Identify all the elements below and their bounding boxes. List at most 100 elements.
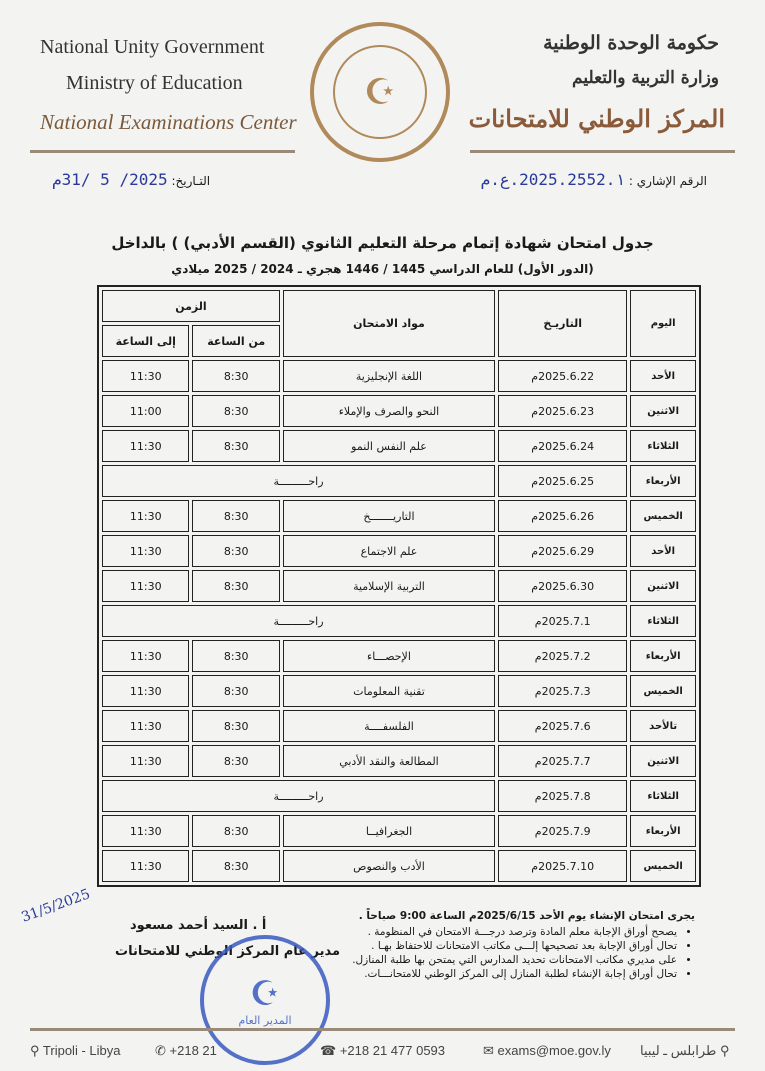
header-ar-center: المركز الوطني للامتحانات: [468, 104, 725, 133]
table-row: الأربعاء 2025.6.25م راحـــــــــة: [102, 465, 696, 497]
cell-date: 2025.6.29م: [498, 535, 628, 567]
cell-subject: النحو والصرف والإملاء: [282, 395, 496, 427]
header-time: الزمن: [102, 290, 280, 322]
footer-location-en: ⚲ Tripoli - Libya: [30, 1043, 120, 1059]
header-ar-ministry: وزارة التربية والتعليم: [572, 68, 719, 88]
notes: يجرى امتحان الإنشاء يوم الأحد 2025/6/15م…: [265, 910, 695, 982]
official-stamp: ☪ المدير العام: [200, 935, 330, 1065]
cell-date: 2025.6.26م: [498, 500, 628, 532]
cell-from: 8:30: [192, 850, 280, 882]
cell-date: 2025.7.6م: [498, 710, 628, 742]
phone-number: +218 21: [169, 1043, 217, 1058]
cell-subject: تقنية المعلومات: [282, 675, 496, 707]
cell-subject: الفلسفــــة: [282, 710, 496, 742]
cell-date: 2025.7.2م: [498, 640, 628, 672]
cell-day: الأربعاء: [630, 815, 696, 847]
cell-day: الثلاثاء: [630, 430, 696, 462]
header-ar-government: حكومة الوحدة الوطنية: [543, 32, 719, 54]
footer-divider: [30, 1028, 735, 1031]
cell-to: 11:00: [102, 395, 190, 427]
cell-subject: اللغة الإنجليزية: [282, 360, 496, 392]
notes-intro: يجرى امتحان الإنشاء يوم الأحد 2025/6/15م…: [358, 910, 695, 922]
header-subject: مواد الامتحان: [282, 290, 496, 357]
cell-subject: علم الاجتماع: [282, 535, 496, 567]
cell-from: 8:30: [192, 500, 280, 532]
note-item: تحال أوراق إجابة الإنشاء لطلبة المنازل إ…: [265, 968, 677, 980]
city-ar: طرابلس ـ ليبيا: [640, 1043, 717, 1058]
cell-to: 11:30: [102, 675, 190, 707]
signatory-name: أ . السيد أحمد مسعود: [130, 918, 267, 933]
cell-to: 11:30: [102, 430, 190, 462]
mail-icon: ✉: [483, 1043, 494, 1058]
stamp-text: المدير العام: [238, 1013, 292, 1027]
table-row: الخميس 2025.6.26م التاريـــــــخ 8:30 11:30: [102, 500, 696, 532]
email-address[interactable]: exams@moe.gov.ly: [497, 1043, 611, 1058]
table-row: الثلاثاء 2025.7.1م راحـــــــــة: [102, 605, 696, 637]
cell-to: 11:30: [102, 710, 190, 742]
cell-from: 8:30: [192, 710, 280, 742]
page-title: جدول امتحان شهادة إتمام مرحلة التعليم ال…: [111, 234, 654, 252]
cell-day: الخميس: [630, 500, 696, 532]
cell-rest: راحـــــــــة: [102, 605, 496, 637]
cell-day: الاثنين: [630, 570, 696, 602]
cell-from: 8:30: [192, 535, 280, 567]
cell-date: 2025.7.9م: [498, 815, 628, 847]
handwritten-signature: 31/5/2025: [19, 886, 93, 926]
page-subtitle: (الدور الأول) للعام الدراسي 1445 / 1446 …: [171, 262, 594, 276]
header-divider-right: [470, 150, 735, 153]
exam-schedule-table: اليوم التاريـخ مواد الامتحان الزمن من ال…: [97, 285, 701, 887]
location-pin-icon: ⚲: [719, 1043, 730, 1058]
crescent-star-icon: ☪: [249, 973, 281, 1014]
footer-location-ar: ⚲ طرابلس ـ ليبيا: [640, 1043, 730, 1059]
cell-date: 2025.6.30م: [498, 570, 628, 602]
phone-icon: ✆: [155, 1043, 166, 1058]
document-date: التـاريخ: 2025/ 5 /31م: [52, 170, 210, 189]
table-row: الثلاثاء 2025.6.24م علم النفس النمو 8:30 11:…: [102, 430, 696, 462]
cell-to: 11:30: [102, 360, 190, 392]
cell-to: 11:30: [102, 815, 190, 847]
header-date: التاريـخ: [498, 290, 628, 357]
reference-value: 2025.2552.١.ع.م: [480, 170, 626, 189]
cell-to: 11:30: [102, 640, 190, 672]
reference-label: الرقم الإشاري :: [628, 174, 707, 188]
city-en: Tripoli - Libya: [42, 1043, 121, 1058]
cell-date: 2025.7.8م: [498, 780, 628, 812]
cell-from: 8:30: [192, 745, 280, 777]
cell-rest: راحـــــــــة: [102, 780, 496, 812]
note-item: على مديري مكاتب الامتحانات تحديد المدارس…: [265, 954, 677, 966]
cell-day: الأربعاء: [630, 465, 696, 497]
cell-to: 11:30: [102, 570, 190, 602]
cell-subject: الجغرافيــا: [282, 815, 496, 847]
header-divider-left: [30, 150, 295, 153]
cell-day: الثلاثاء: [630, 780, 696, 812]
footer-fax: ☎ +218 21 477 0593: [320, 1043, 445, 1059]
fax-icon: ☎: [320, 1043, 337, 1058]
cell-subject: علم النفس النمو: [282, 430, 496, 462]
cell-day: الاثنين: [630, 395, 696, 427]
table-row: الأحد 2025.6.22م اللغة الإنجليزية 8:30 11:30: [102, 360, 696, 392]
cell-date: 2025.6.22م: [498, 360, 628, 392]
cell-to: 11:30: [102, 535, 190, 567]
note-item: تحال أوراق الإجابة بعد تصحيحها إلـــى مك…: [265, 940, 677, 952]
cell-date: 2025.7.7م: [498, 745, 628, 777]
cell-day: الخميس: [630, 850, 696, 882]
header-en-ministry: Ministry of Education: [66, 72, 243, 94]
table-row: الاثنين 2025.6.30م التربية الإسلامية 8:30 11…: [102, 570, 696, 602]
cell-date: 2025.6.23م: [498, 395, 628, 427]
cell-date: 2025.6.25م: [498, 465, 628, 497]
cell-day: تالأحد: [630, 710, 696, 742]
cell-rest: راحـــــــــة: [102, 465, 496, 497]
table-row: تالأحد 2025.7.6م الفلسفــــة 8:30 11:30: [102, 710, 696, 742]
header-to: إلى الساعة: [102, 325, 190, 357]
footer-email[interactable]: ✉ exams@moe.gov.ly: [483, 1043, 611, 1059]
cell-day: الخميس: [630, 675, 696, 707]
cell-day: الثلاثاء: [630, 605, 696, 637]
header-from: من الساعة: [192, 325, 280, 357]
ministry-logo: ☪: [310, 22, 450, 162]
table-row: الأربعاء 2025.7.9م الجغرافيــا 8:30 11:30: [102, 815, 696, 847]
table-row: الأحد 2025.6.29م علم الاجتماع 8:30 11:30: [102, 535, 696, 567]
footer-phone: ✆ +218 21: [155, 1043, 217, 1059]
note-item: يصحح أوراق الإجابة معلم المادة وترصد درج…: [265, 926, 677, 938]
cell-subject: المطالعة والنقد الأدبي: [282, 745, 496, 777]
